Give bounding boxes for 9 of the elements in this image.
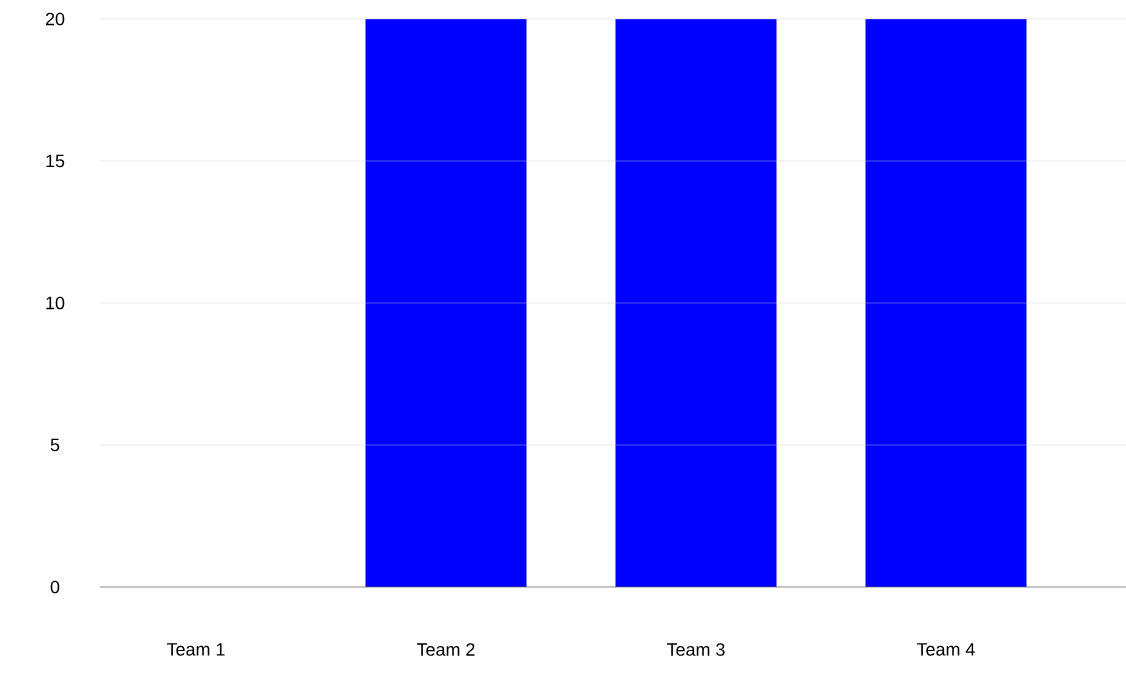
x-tick-label: Team 2: [417, 643, 475, 656]
y-tick-label: 5: [50, 438, 60, 452]
x-tick-label: Team 1: [167, 643, 225, 656]
x-tick-label: Team 3: [666, 643, 725, 656]
y-tick-label: 0: [50, 580, 60, 594]
y-tick-label: 10: [46, 296, 65, 310]
y-tick-label: 20: [45, 12, 65, 26]
y-tick-label: 15: [46, 154, 65, 168]
x-tick-label: Team 4: [916, 643, 975, 656]
